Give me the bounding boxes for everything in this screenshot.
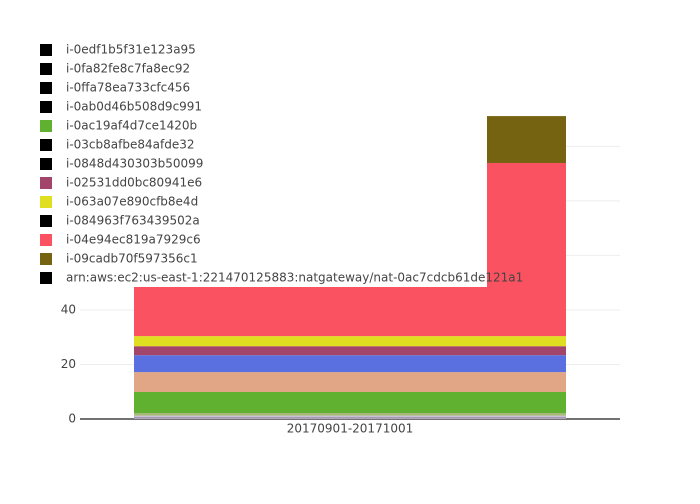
- legend-label: i-09cadb70f597356c1: [66, 252, 198, 266]
- legend-label: i-0ab0d46b508d9c991: [66, 100, 202, 114]
- legend-swatch: [40, 82, 52, 94]
- bar-segment: [134, 355, 566, 373]
- y-tick-label: 20: [61, 357, 76, 371]
- legend-label: i-0848d430303b50099: [66, 157, 203, 171]
- bar-segment: [134, 372, 566, 393]
- bar-segment: [134, 392, 566, 414]
- x-tick-label: 20170901-20171001: [287, 422, 414, 436]
- legend-label: i-0ac19af4d7ce1420b: [66, 119, 197, 133]
- legend-swatch: [40, 158, 52, 170]
- bar-segment: [134, 418, 566, 419]
- legend-swatch: [40, 234, 52, 246]
- bar-segment: [134, 415, 566, 418]
- legend-swatch: [40, 177, 52, 189]
- legend-swatch: [40, 63, 52, 75]
- legend-swatch: [40, 120, 52, 132]
- legend-swatch: [40, 253, 52, 265]
- legend-swatch: [40, 272, 52, 284]
- legend-swatch: [40, 101, 52, 113]
- bar-segment: [134, 417, 566, 419]
- legend-label: i-04e94ec819a7929c6: [66, 233, 201, 247]
- y-tick-label: 40: [61, 302, 76, 316]
- legend-swatch: [40, 215, 52, 227]
- legend-swatch: [40, 44, 52, 56]
- legend-label: i-063a07e890cfb8e4d: [66, 195, 198, 209]
- y-tick-label: 0: [68, 412, 76, 426]
- legend-swatch: [40, 196, 52, 208]
- legend-label: i-084963f763439502a: [66, 214, 200, 228]
- legend-label: i-0fa82fe8c7fa8ec92: [66, 62, 190, 76]
- legend-label: arn:aws:ec2:us-east-1:221470125883:natga…: [66, 271, 523, 285]
- legend-label: i-0ffa78ea733cfc456: [66, 81, 190, 95]
- bar-segment: [134, 413, 566, 416]
- bar-segment: [134, 336, 566, 347]
- legend-label: i-03cb8afbe84afde32: [66, 138, 194, 152]
- legend-swatch: [40, 139, 52, 151]
- legend-label: i-02531dd0bc80941e6: [66, 176, 202, 190]
- legend-background: [35, 38, 487, 287]
- bar-segment: [134, 346, 566, 356]
- legend-label: i-0edf1b5f31e123a95: [66, 43, 196, 57]
